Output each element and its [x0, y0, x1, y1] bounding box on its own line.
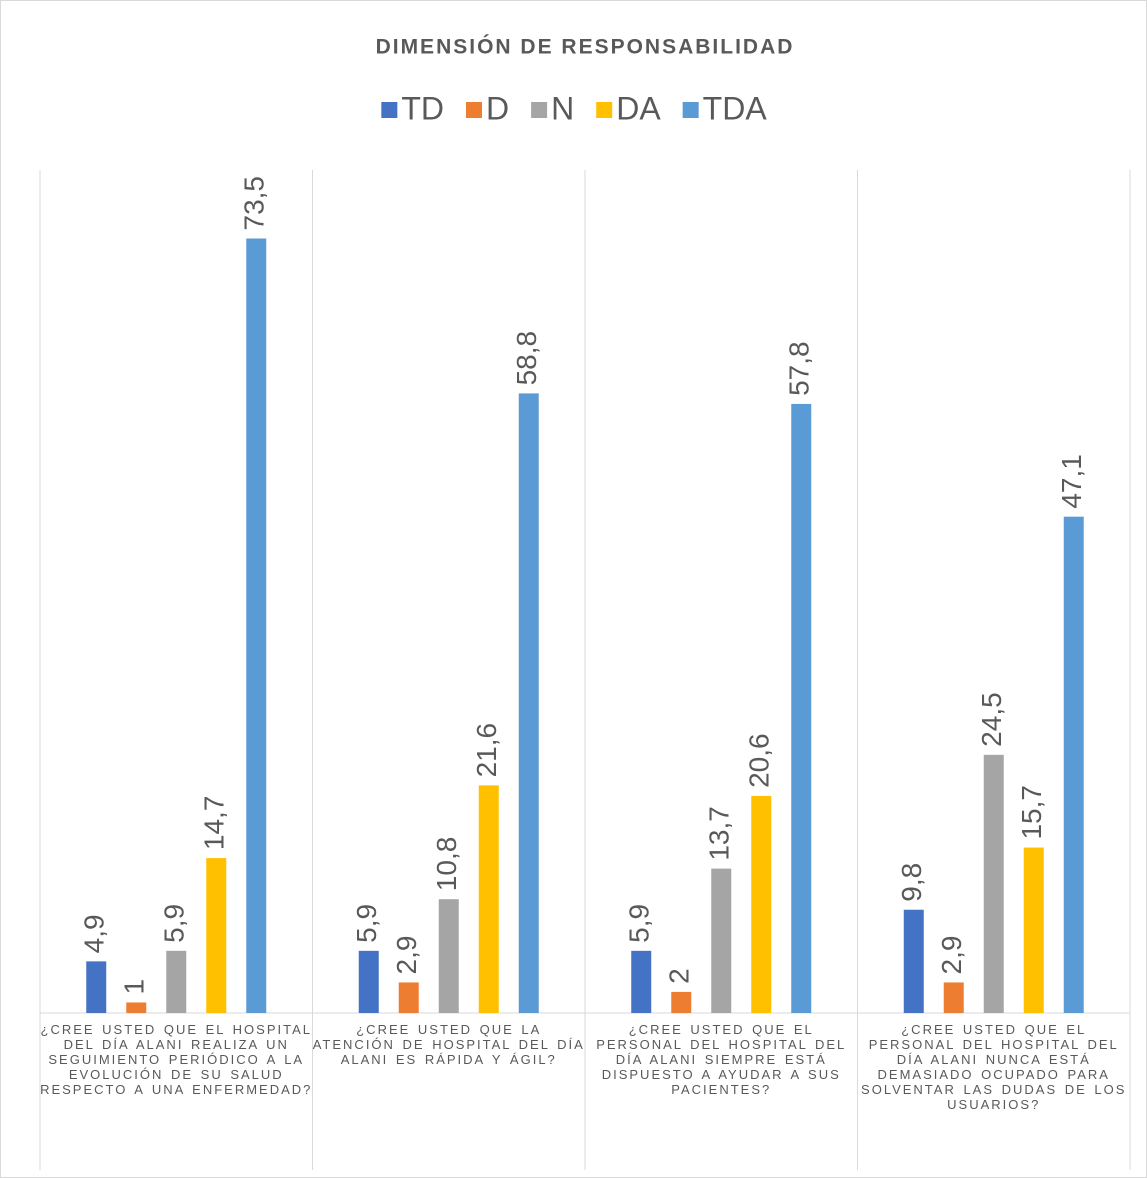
- data-label: 13,7: [704, 806, 735, 861]
- bar: [206, 858, 227, 1013]
- data-label: 24,5: [976, 692, 1007, 747]
- legend-swatch: [381, 102, 398, 118]
- bar: [671, 991, 692, 1013]
- bar: [943, 982, 964, 1013]
- legend-label: D: [486, 90, 509, 126]
- data-label: 5,9: [624, 904, 655, 943]
- bar: [478, 785, 499, 1013]
- data-label: 57,8: [784, 341, 815, 396]
- data-label: 20,6: [744, 733, 775, 788]
- bar: [1023, 847, 1044, 1013]
- bar: [126, 1002, 147, 1013]
- data-label: 15,7: [1016, 785, 1047, 840]
- data-label: 47,1: [1056, 454, 1087, 509]
- x-tick-label: ¿CREE USTED QUE EL PERSONAL DEL HOSPITAL…: [861, 1022, 1127, 1112]
- legend-label: TDA: [703, 90, 768, 126]
- legend-swatch: [682, 102, 699, 118]
- data-label: 58,8: [511, 331, 542, 386]
- legend-label: N: [551, 90, 574, 126]
- legend-swatch: [465, 102, 482, 118]
- data-label: 73,5: [239, 176, 270, 231]
- data-label: 10,8: [431, 837, 462, 892]
- bar: [518, 393, 539, 1013]
- bar: [358, 950, 379, 1013]
- legend-label: TD: [401, 90, 444, 126]
- data-label: 2,9: [936, 936, 967, 975]
- data-label: 14,7: [199, 796, 230, 851]
- legend-label: DA: [616, 90, 661, 126]
- x-tick-label: ¿CREE USTED QUE LA ATENCIÓN DE HOSPITAL …: [312, 1022, 585, 1067]
- data-label: 2,9: [391, 936, 422, 975]
- data-label: 5,9: [159, 904, 190, 943]
- bar: [903, 909, 924, 1013]
- bar: [1063, 516, 1084, 1013]
- bar: [711, 868, 732, 1013]
- data-label: 2: [664, 968, 695, 984]
- legend-swatch: [531, 102, 548, 118]
- chart-title: DIMENSIÓN DE RESPONSABILIDAD: [376, 35, 795, 59]
- data-label: 1: [119, 979, 150, 995]
- legend-swatch: [596, 102, 613, 118]
- data-label: 21,6: [471, 723, 502, 778]
- bar: [166, 950, 187, 1013]
- bar: [86, 961, 107, 1013]
- bar: [751, 795, 772, 1013]
- x-tick-label: ¿CREE USTED QUE EL PERSONAL DEL HOSPITAL…: [596, 1022, 847, 1097]
- data-label: 5,9: [351, 904, 382, 943]
- data-label: 9,8: [896, 863, 927, 902]
- bar: [983, 754, 1004, 1013]
- bar: [246, 238, 267, 1013]
- bar: [791, 403, 812, 1013]
- x-tick-label: ¿CREE USTED QUE EL HOSPITAL DEL DÍA ALAN…: [40, 1022, 313, 1097]
- bar: [438, 899, 459, 1013]
- data-label: 4,9: [79, 914, 110, 953]
- bar: [631, 950, 652, 1013]
- bar: [398, 982, 419, 1013]
